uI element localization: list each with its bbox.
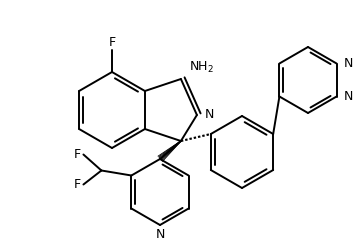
Text: F: F xyxy=(109,36,116,48)
Text: N: N xyxy=(155,228,165,240)
Text: N: N xyxy=(344,90,353,103)
Text: F: F xyxy=(74,148,81,161)
Text: NH$_2$: NH$_2$ xyxy=(189,59,214,75)
Text: N: N xyxy=(205,109,214,121)
Text: F: F xyxy=(74,178,81,191)
Text: N: N xyxy=(344,57,353,70)
